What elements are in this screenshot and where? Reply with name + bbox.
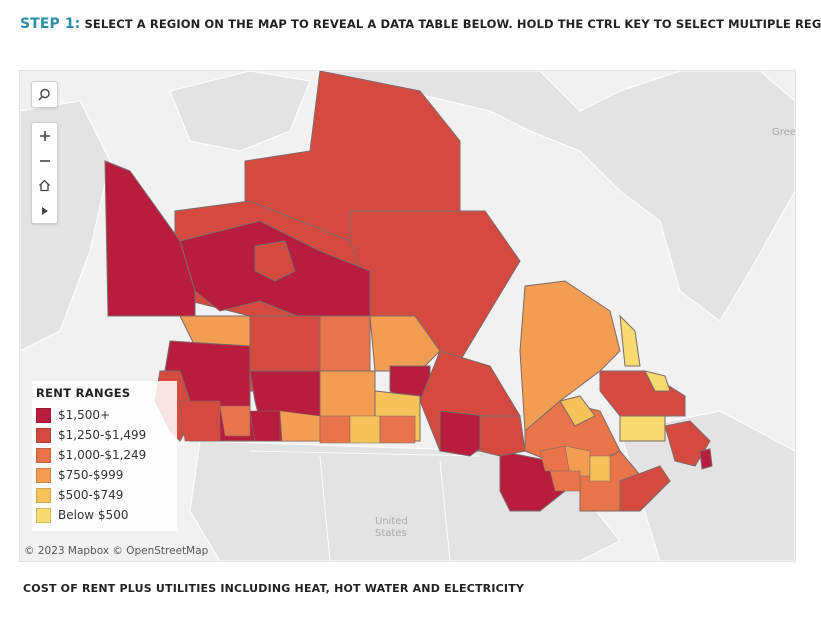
plus-icon bbox=[39, 130, 50, 141]
legend-item-500-749[interactable]: $500-$749 bbox=[36, 486, 123, 504]
region-mesh-west[interactable] bbox=[179, 400, 416, 444]
region-labrador-south[interactable] bbox=[619, 415, 666, 442]
legend-label: $750-$999 bbox=[58, 468, 124, 482]
legend-title: RENT RANGES bbox=[36, 386, 131, 400]
home-icon bbox=[39, 179, 50, 192]
basemap-borders bbox=[249, 450, 481, 561]
minus-icon bbox=[39, 159, 50, 162]
zoom-in-button[interactable] bbox=[32, 123, 57, 148]
search-icon[interactable] bbox=[32, 82, 57, 107]
region-saskatchewan-north[interactable] bbox=[319, 315, 371, 372]
instruction-text: SELECT A REGION ON THE MAP TO REVEAL A D… bbox=[84, 17, 821, 31]
legend-swatch bbox=[36, 407, 51, 423]
home-button[interactable] bbox=[32, 173, 57, 198]
legend-item-1000-1249[interactable]: $1,000-$1,249 bbox=[36, 446, 146, 464]
legend-swatch bbox=[36, 507, 51, 523]
legend-swatch bbox=[36, 447, 51, 463]
legend-item-1500-plus[interactable]: $1,500+ bbox=[36, 406, 110, 424]
map-caption: COST OF RENT PLUS UTILITIES INCLUDING HE… bbox=[23, 582, 525, 595]
legend-swatch bbox=[36, 487, 51, 503]
region-nova-scotia[interactable] bbox=[619, 465, 671, 512]
legend-label: $1,000-$1,249 bbox=[58, 448, 147, 462]
label-united-states: United States bbox=[375, 516, 408, 539]
legend-swatch bbox=[36, 467, 51, 483]
map-viewport[interactable]: Gree United States RENT RANGES $1,500+ $… bbox=[19, 70, 796, 562]
label-greenland: Gree bbox=[772, 127, 796, 138]
zoom-out-button[interactable] bbox=[32, 148, 57, 173]
map-attribution[interactable]: © 2023 Mapbox © OpenStreetMap bbox=[24, 545, 209, 557]
region-labrador[interactable] bbox=[599, 370, 686, 417]
map-search-button[interactable] bbox=[31, 81, 58, 108]
map-zoom-controls bbox=[31, 122, 58, 224]
rent-ranges-legend: RENT RANGES $1,500+ $1,250-$1,499 $1,000… bbox=[32, 381, 177, 531]
legend-swatch bbox=[36, 427, 51, 443]
expand-toolbar-button[interactable] bbox=[32, 198, 57, 223]
legend-label: Below $500 bbox=[58, 508, 129, 522]
region-labrador-north[interactable] bbox=[619, 314, 641, 367]
region-map[interactable] bbox=[20, 71, 795, 561]
region-st-johns[interactable] bbox=[699, 448, 713, 470]
legend-label: $1,250-$1,499 bbox=[58, 428, 147, 442]
step-label: STEP 1: bbox=[20, 16, 81, 32]
region-yukon[interactable] bbox=[104, 160, 196, 317]
legend-label: $500-$749 bbox=[58, 488, 124, 502]
region-ontario-east[interactable] bbox=[479, 415, 526, 457]
region-quebec-coast[interactable] bbox=[559, 395, 596, 427]
legend-item-below-500[interactable]: Below $500 bbox=[36, 506, 128, 524]
legend-label: $1,500+ bbox=[58, 408, 111, 422]
region-mesh-east[interactable] bbox=[539, 445, 611, 492]
region-labrador-east[interactable] bbox=[644, 370, 671, 392]
legend-item-1250-1499[interactable]: $1,250-$1,499 bbox=[36, 426, 146, 444]
region-manitoba-north[interactable] bbox=[369, 315, 441, 372]
legend-item-750-999[interactable]: $750-$999 bbox=[36, 466, 123, 484]
region-nwt-inner[interactable] bbox=[254, 240, 296, 282]
step-instruction: STEP 1: SELECT A REGION ON THE MAP TO RE… bbox=[20, 16, 821, 32]
play-arrow-icon bbox=[41, 206, 48, 215]
